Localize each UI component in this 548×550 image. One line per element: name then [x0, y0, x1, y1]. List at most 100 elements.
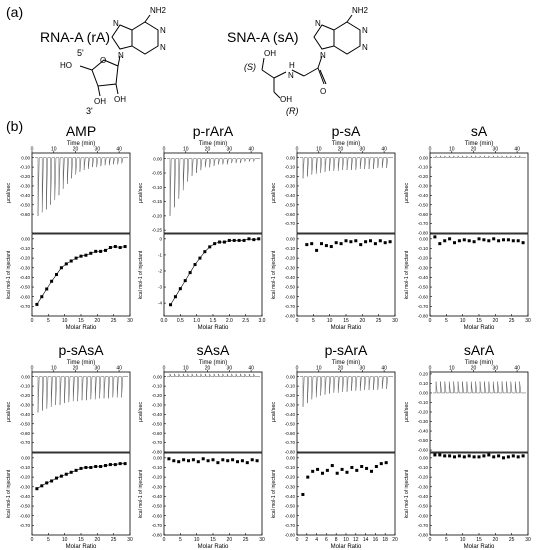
- chart-3-data-point: [349, 240, 353, 244]
- chart-1-top-ytick-label: -0.60: [20, 212, 31, 217]
- rna-ribose-ring: [91, 59, 119, 87]
- chart-8-bottom-xtick-label: 5: [445, 537, 448, 543]
- sna-nh2-label: NH2: [352, 6, 369, 15]
- chart-8-top-xtick-label: 20: [471, 366, 477, 372]
- chart-1-data-point: [113, 245, 117, 249]
- chart-7-top-ytick-label: -0.30: [285, 403, 296, 408]
- chart-3-top-ytick-label: -0.60: [285, 212, 296, 217]
- chart-1-top-xtick-label: 10: [51, 147, 57, 153]
- chart-8-data-point: [511, 454, 515, 458]
- chart-7-data-point: [320, 471, 324, 475]
- chart-3-top-xtick-label: 30: [360, 147, 366, 153]
- chart-5-bottom-xtick-label: 15: [78, 537, 84, 543]
- chart-1-bottom-ytick-label: -0.60: [20, 294, 31, 299]
- chemical-structures: RNA-A (rA) NH2 N N N N O HO 5' OH OH 3' …: [40, 6, 369, 116]
- chart-5-top-ytick-label: 0.00: [21, 374, 30, 379]
- chart-6-top-ytick-label: -0.50: [152, 421, 163, 426]
- chart-3-bottom-xtick-label: 25: [376, 318, 382, 324]
- chart-5-bottom-xtick-label: 10: [62, 537, 68, 543]
- chart-2-bottom-ytick-label: -2: [158, 269, 162, 274]
- chart-6-top-ytick-label: -0.60: [152, 431, 163, 436]
- chart-2-bottom-xtick-label: 0.0: [161, 318, 168, 324]
- panel-b-label: (b): [6, 118, 24, 134]
- chart-8-data-point: [443, 454, 447, 458]
- chart-8-bottom-xtick-label: 20: [493, 537, 499, 543]
- chart-2-data-point: [237, 238, 241, 242]
- chart-4-molar-ratio-label: Molar Ratio: [464, 325, 495, 331]
- chart-4-kcal-label: kcal mol-1 of injectant: [404, 250, 410, 299]
- chart-1-data-point: [69, 259, 73, 263]
- chart-6-bottom-xtick-label: 15: [210, 537, 216, 543]
- chart-7-bottom-ytick-label: -0.80: [285, 533, 296, 538]
- chart-5-bottom-ytick-label: -0.40: [20, 494, 31, 499]
- chart-7-data-point: [306, 475, 310, 479]
- chart-5-raw-trace: [35, 376, 128, 413]
- chart-6-title: sAsA: [197, 342, 230, 358]
- chart-1-top-xtick-label: 30: [95, 147, 101, 153]
- chart-4-bottom-ytick-label: -0.20: [418, 256, 429, 261]
- chart-5-top-ytick-label: -0.20: [20, 393, 31, 398]
- chart-8-top-ytick-label: -0.10: [418, 400, 429, 405]
- chart-6-data-point: [255, 459, 259, 463]
- chart-6-bottom-ytick-label: -0.60: [152, 513, 163, 518]
- chart-8-bottom-ytick-label: -0.40: [418, 494, 429, 499]
- chart-7-data-point: [379, 462, 383, 466]
- chart-7-data-point: [316, 467, 320, 471]
- chart-2-molar-ratio-label: Molar Ratio: [198, 325, 229, 331]
- chart-6-data-point: [201, 457, 205, 461]
- chart-8-bottom-xtick-label: 0: [429, 537, 432, 543]
- chart-1-data-point: [45, 287, 49, 291]
- chart-4-bottom-frame: [429, 233, 529, 317]
- chart-7-data-point: [325, 468, 329, 472]
- chart-4-data-point: [506, 238, 510, 242]
- chart-3-bottom-xtick-label: 30: [392, 318, 398, 324]
- chart-2-top-ytick-label: -0.05: [152, 171, 163, 176]
- chart-7-time-label: Time (min): [332, 360, 360, 366]
- chart-7-top-ytick-label: -0.80: [285, 450, 296, 455]
- chart-3-data-point: [369, 239, 372, 243]
- chart-8-data-point: [492, 455, 496, 459]
- chart-8-bottom-ytick-label: -0.10: [418, 465, 429, 470]
- chart-3-data-point: [324, 244, 328, 248]
- chart-2-data-point: [257, 237, 261, 241]
- sna-n9-label: N: [320, 51, 326, 60]
- chart-8-top-ytick-label: 0.10: [419, 381, 428, 386]
- chart-8-bottom-ytick-label: -0.20: [418, 475, 429, 480]
- chart-6-data-point: [211, 458, 215, 462]
- chart-2-title: p-rArA: [193, 123, 234, 139]
- chart-5-kcal-label: kcal mol-1 of injectant: [6, 469, 12, 518]
- chart-7-ucal-label: µcal/sec: [271, 402, 277, 423]
- chart-1-kcal-label: kcal mol-1 of injectant: [6, 250, 12, 299]
- rna-n9-label: N: [118, 51, 124, 60]
- chart-1-data-point: [89, 251, 93, 255]
- chart-4-bottom-xtick-label: 30: [525, 318, 531, 324]
- chart-4-top-ytick-label: -0.30: [418, 184, 429, 189]
- chart-3-raw-trace: [300, 157, 393, 179]
- chart-2-top-ytick-label: -0.15: [152, 199, 163, 204]
- chart-5-bottom-xtick-label: 20: [95, 537, 101, 543]
- chart-6-bottom-xtick-label: 0: [163, 537, 166, 543]
- chart-2-data-point: [232, 238, 236, 242]
- chart-7-raw-trace: [300, 376, 393, 407]
- chart-3-top-ytick-label: 0.00: [286, 155, 295, 160]
- sna-a-name: SNA-A (sA): [227, 29, 299, 45]
- chart-4-data-point: [521, 241, 525, 245]
- chart-7-bottom-xtick-label: 2: [305, 537, 308, 543]
- chart-2-top-xtick-label: 0: [163, 147, 166, 153]
- chart-1-bottom-xtick-label: 25: [111, 318, 117, 324]
- chart-7-data-point: [360, 465, 364, 469]
- chart-3-data-point: [334, 241, 338, 245]
- chart-4-top-ytick-label: -0.50: [418, 202, 429, 207]
- chart-8-bottom-ytick-label: -0.80: [418, 533, 429, 538]
- chart-3-bottom-ytick-label: -0.50: [285, 285, 296, 290]
- chart-6-data-point: [172, 459, 176, 463]
- chart-3-bottom-xtick-label: 10: [327, 318, 333, 324]
- chart-5-bottom-ytick-label: -0.70: [20, 523, 31, 528]
- chart-2-top-xtick-label: 10: [183, 147, 189, 153]
- chart-6-bottom-ytick-label: -0.10: [152, 465, 163, 470]
- chart-6-data-point: [206, 459, 210, 463]
- chart-2-bottom-xtick-label: 1.0: [193, 318, 200, 324]
- sna-n1-label: N: [362, 26, 368, 35]
- chart-5-data-point: [50, 479, 54, 483]
- chart-8-bottom-ytick-label: -0.50: [418, 504, 429, 509]
